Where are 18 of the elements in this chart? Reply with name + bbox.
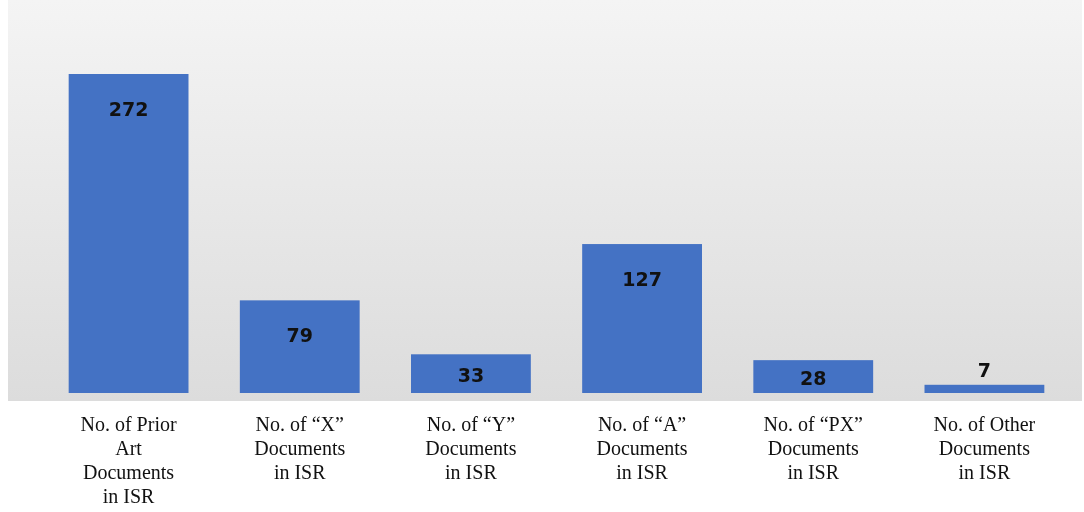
bar [239,300,360,393]
data-label: 33 [457,363,485,386]
x-tick-label: No. of “A” Documents in ISR [596,413,688,483]
data-label: 79 [286,324,313,347]
bar [753,360,874,393]
bar [924,384,1045,393]
x-tick-label: No. of “PX” Documents in ISR [763,413,863,483]
data-label: 28 [800,366,827,389]
data-label: 127 [622,268,662,291]
x-tick-label: No. of “Y” Documents in ISR [425,413,517,483]
x-tick-label: No. of Other Documents in ISR [933,413,1036,483]
bar [411,354,531,393]
data-label: 7 [977,358,992,381]
bar [582,244,702,393]
bar [68,74,189,393]
x-tick-label: No. of “X” Documents in ISR [254,413,346,483]
data-label: 272 [108,98,149,120]
x-tick-label: No. of Prior Art Documents in ISR [80,413,177,507]
